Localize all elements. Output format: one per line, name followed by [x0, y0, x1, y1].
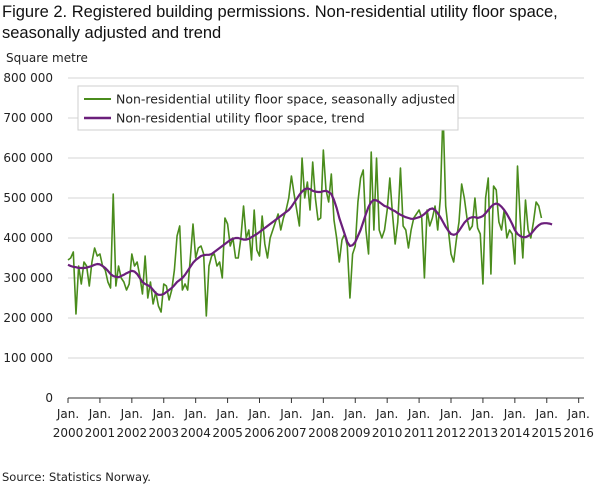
x-tick-label-year: 2007 [276, 426, 307, 440]
y-axis-unit-label: Square metre [6, 51, 88, 65]
x-tick-label-year: 2011 [404, 426, 435, 440]
x-tick-label-year: 2010 [372, 426, 403, 440]
x-tick-label-month: Jan. [120, 407, 143, 421]
x-tick-label-year: 2005 [212, 426, 243, 440]
x-tick-label-month: Jan. [471, 407, 494, 421]
x-tick-label-year: 2012 [436, 426, 467, 440]
chart-title: Figure 2. Registered building permission… [2, 2, 602, 44]
y-tick-label: 600 000 [3, 151, 53, 165]
x-axis: Jan. 2000 Jan. 2001 Jan. 2002 Jan. 2003 Jan. 2004… [53, 397, 594, 440]
y-tick-label: 800 000 [3, 71, 53, 85]
x-tick-label-month: Jan. [279, 407, 302, 421]
y-tick-label: 400 000 [3, 231, 53, 245]
x-tick-label-month: Jan. [247, 407, 270, 421]
x-tick-label-year: 2009 [340, 426, 371, 440]
y-tick-label: 200 000 [3, 311, 53, 325]
y-tick-label: 500 000 [3, 191, 53, 205]
legend-entry-label: Non-residential utility floor space, tre… [116, 111, 365, 126]
legend: Non-residential utility floor space, sea… [77, 85, 459, 131]
x-tick-label-month: Jan. [535, 407, 558, 421]
x-tick-label-month: Jan. [375, 407, 398, 421]
x-tick-label-month: Jan. [152, 407, 175, 421]
source-note: Source: Statistics Norway. [2, 470, 151, 484]
chart-title-line-1: Figure 2. Registered building permission… [2, 3, 558, 21]
y-tick-label: 0 [45, 391, 53, 405]
x-tick-label-year: 2016 [563, 426, 594, 440]
y-axis-ticks: 0 100 000 200 000 300 000 400 000 500 000 600 … [3, 71, 53, 405]
chart-title-line-2: seasonally adjusted and trend [2, 24, 222, 42]
x-tick-label-month: Jan. [503, 407, 526, 421]
y-tick-label: 100 000 [3, 351, 53, 365]
x-tick-label-year: 2013 [468, 426, 499, 440]
x-tick-label-month: Jan. [407, 407, 430, 421]
x-tick-label-year: 2003 [148, 426, 179, 440]
x-tick-label-month: Jan. [184, 407, 207, 421]
series-group [67, 109, 553, 317]
x-tick-label-month: Jan. [88, 407, 111, 421]
x-tick-label-year: 2015 [531, 426, 562, 440]
series-seasonally-adjusted-line [67, 109, 543, 317]
x-tick-label-year: 2001 [85, 426, 116, 440]
x-tick-label-year: 2006 [244, 426, 275, 440]
x-tick-label-year: 2004 [180, 426, 211, 440]
x-tick-label-year: 2014 [500, 426, 531, 440]
x-tick-label-year: 2000 [53, 426, 84, 440]
x-tick-label-month: Jan. [343, 407, 366, 421]
x-tick-label-year: 2008 [308, 426, 339, 440]
series-trend-line [67, 187, 553, 296]
legend-entry-label: Non-residential utility floor space, sea… [116, 92, 455, 107]
y-tick-label: 700 000 [3, 111, 53, 125]
y-tick-label: 300 000 [3, 271, 53, 285]
line-chart: 0 100 000 200 000 300 000 400 000 500 000 600 … [3, 71, 594, 440]
legend-box [77, 85, 459, 131]
x-tick-label-month: Jan. [311, 407, 334, 421]
x-tick-label-month: Jan. [439, 407, 462, 421]
x-tick-label-year: 2002 [117, 426, 148, 440]
x-tick-label-month: Jan. [56, 407, 79, 421]
x-tick-label-month: Jan. [215, 407, 238, 421]
x-tick-label-month: Jan. [567, 407, 590, 421]
